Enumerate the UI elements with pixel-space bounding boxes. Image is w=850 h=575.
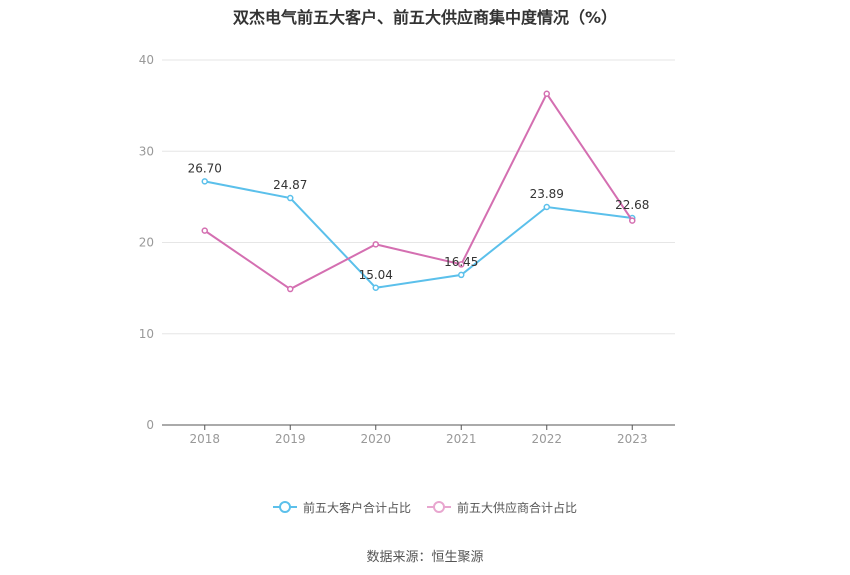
x-tick-label: 2018 (189, 432, 220, 446)
data-label: 22.68 (615, 198, 649, 212)
x-tick-label: 2021 (446, 432, 477, 446)
data-point (543, 203, 550, 211)
series-line-1 (204, 91, 634, 291)
legend-item-customers[interactable]: 前五大客户合计占比 (272, 499, 411, 516)
data-point (287, 194, 294, 202)
data-point (287, 285, 294, 293)
x-tick-label: 2019 (275, 432, 306, 446)
data-label: 15.04 (359, 268, 393, 282)
x-tick-label: 2020 (360, 432, 391, 446)
data-label: 24.87 (273, 178, 307, 192)
legend-customers-label: 前五大客户合计占比 (302, 500, 411, 515)
data-point (629, 217, 636, 224)
y-tick-label: 40 (139, 53, 154, 67)
data-point (458, 261, 465, 268)
chart-title: 双杰电气前五大客户、前五大供应商集中度情况（%） (232, 8, 618, 27)
y-tick-label: 20 (139, 236, 154, 250)
legend-suppliers-swatch-icon (427, 501, 451, 513)
legend-item-suppliers[interactable]: 前五大供应商合计占比 (427, 499, 577, 516)
series-line-0 (204, 180, 633, 289)
x-tick-label: 2023 (617, 432, 648, 446)
y-tick-label: 0 (146, 418, 154, 432)
data-point (201, 178, 208, 185)
data-label: 26.70 (188, 161, 222, 175)
data-point (372, 241, 379, 248)
data-label: 23.89 (530, 187, 564, 201)
data-point (372, 284, 379, 292)
legend-suppliers-label: 前五大供应商合计占比 (457, 500, 578, 515)
data-source: 数据来源：恒生聚源 (366, 550, 484, 565)
x-tick-label: 2022 (531, 432, 562, 446)
data-point (543, 90, 550, 98)
legend-customers-swatch-icon (272, 501, 297, 513)
chart-legend: 前五大客户合计占比 前五大供应商合计占比 (0, 497, 850, 517)
y-tick-label: 30 (139, 144, 154, 158)
data-point (458, 271, 465, 279)
data-point (201, 227, 208, 234)
y-tick-label: 10 (139, 327, 154, 341)
data-label: 16.45 (444, 255, 478, 269)
